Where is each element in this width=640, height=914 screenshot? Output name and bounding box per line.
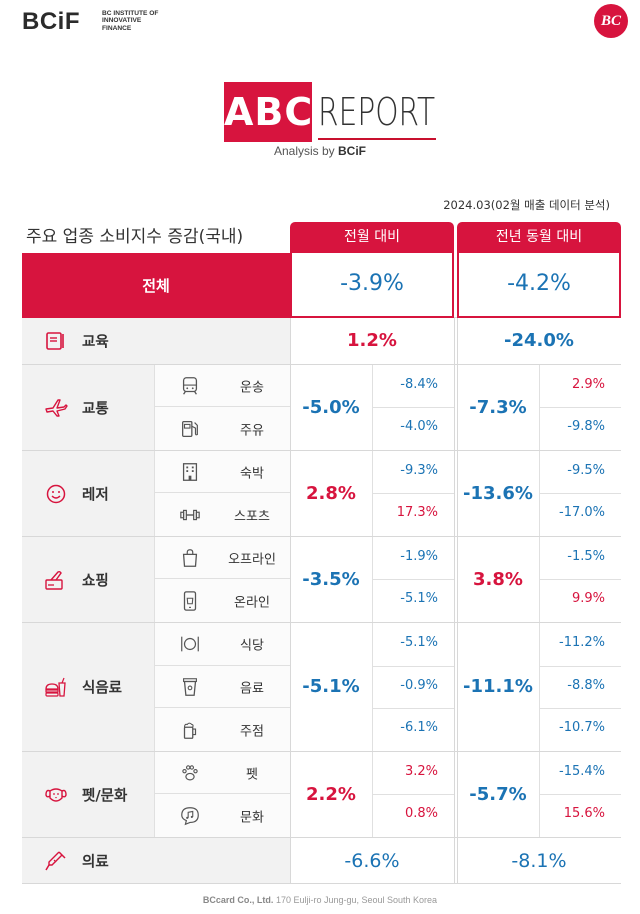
leisure-mom-value: 2.8% — [306, 483, 356, 504]
category-label-leisure: 레저 — [82, 487, 109, 503]
table-row-education: 교육 1.2% -24.0% — [22, 318, 621, 365]
food-mom-value: -5.1% — [302, 676, 360, 697]
smile-icon — [46, 484, 66, 503]
report-title: ABC REPORT Analysis by BCiF — [0, 80, 640, 170]
subcategory-row: 펫 — [155, 752, 291, 794]
subcategory-row: 스포츠 — [155, 493, 291, 536]
abc-logo-box: ABC — [224, 82, 312, 142]
table-row-total: 전체 -3.9% -4.2% — [22, 253, 621, 318]
pet-yoy-value: -5.7% — [469, 784, 527, 805]
subcategory-row: 식당 — [155, 623, 291, 666]
table-row-medical: 의료 -6.6% -8.1% — [22, 838, 621, 884]
syringe-icon — [45, 850, 66, 870]
category-label-medical: 의료 — [82, 854, 109, 870]
shopping-card-icon — [45, 570, 63, 590]
subcategory-row: 숙박 — [155, 451, 291, 493]
shopping-bag-icon — [182, 548, 198, 567]
table-row-food: 식음료 식당 음료 주점 -5.1% -5.1% -0.9% -6.1% -11… — [22, 623, 621, 752]
dog-icon — [45, 787, 67, 802]
total-mom-cell — [290, 253, 454, 318]
subcategory-row: 온라인 — [155, 579, 291, 622]
column-header-mom: 전월 대비 — [290, 222, 454, 253]
total-yoy-value: -4.2% — [507, 271, 571, 296]
category-label-pet-culture: 펫/문화 — [82, 788, 128, 804]
leisure-yoy-value: -13.6% — [463, 483, 533, 504]
subcategory-row: 음료 — [155, 666, 291, 708]
table-row-leisure: 레저 숙박 스포츠 2.8% -9.3% 17.3% -13.6% -9.5% … — [22, 451, 621, 537]
shopping-mom-value: -3.5% — [302, 569, 360, 590]
airplane-icon — [45, 398, 68, 417]
paw-icon — [182, 764, 198, 780]
hotel-icon — [182, 462, 198, 481]
gas-pump-icon — [182, 420, 198, 437]
table-row-transport: 교통 운송 주유 -5.0% -8.4% -4.0% -7.3% 2.9% -9… — [22, 365, 621, 451]
medical-yoy-value: -8.1% — [511, 850, 567, 872]
column-header-yoy: 전년 동월 대비 — [457, 222, 621, 253]
subcategory-row: 운송 — [155, 365, 291, 407]
burger-drink-icon — [45, 677, 66, 697]
table-row-pet-culture: 펫/문화 펫 문화 2.2% 3.2% 0.8% -5.7% -15.4% 15… — [22, 752, 621, 838]
shopping-yoy-value: 3.8% — [473, 569, 523, 590]
title-underline — [318, 138, 436, 140]
page-header: BCiF BC INSTITUTE OF INNOVATIVE FINANCE … — [0, 0, 640, 60]
train-icon — [182, 376, 198, 395]
bc-card-badge: BC — [594, 4, 628, 38]
total-yoy-cell — [457, 253, 621, 318]
category-label-education: 교육 — [82, 334, 109, 351]
medical-mom-value: -6.6% — [344, 850, 400, 872]
category-label-transport: 교통 — [82, 401, 109, 417]
bcif-logo-subtitle: BC INSTITUTE OF INNOVATIVE FINANCE — [102, 10, 159, 32]
coffee-cup-icon — [183, 677, 197, 696]
date-note: 2024.03(02월 매출 데이터 분석) — [443, 198, 610, 212]
table-row-shopping: 쇼핑 오프라인 온라인 -3.5% -1.9% -5.1% 3.8% -1.5%… — [22, 537, 621, 623]
dumbbell-icon — [180, 509, 200, 520]
transport-mom-value: -5.0% — [302, 397, 360, 418]
subcategory-row: 오프라인 — [155, 537, 291, 579]
report-word: REPORT — [318, 90, 436, 134]
total-label-cell: 전체 — [22, 253, 290, 318]
dining-icon — [181, 636, 199, 652]
music-chat-icon — [181, 806, 199, 825]
mobile-shopping-icon — [183, 590, 197, 611]
subcategory-row: 문화 — [155, 794, 291, 837]
education-yoy-value: -24.0% — [504, 330, 574, 351]
analysis-by: Analysis by BCiF — [273, 144, 367, 158]
total-mom-value: -3.9% — [340, 271, 404, 296]
table-title: 주요 업종 소비지수 증감(국내) — [26, 227, 244, 247]
transport-yoy-value: -7.3% — [469, 397, 527, 418]
food-yoy-value: -11.1% — [463, 676, 533, 697]
book-icon — [46, 332, 64, 350]
category-label-food: 식음료 — [82, 680, 123, 697]
page-footer: BCcard Co., Ltd. 170 Eulji-ro Jung-gu, S… — [202, 895, 438, 905]
beer-icon — [183, 722, 197, 739]
subcategory-row: 주유 — [155, 407, 291, 450]
pet-mom-value: 2.2% — [306, 784, 356, 805]
category-label-shopping: 쇼핑 — [82, 573, 109, 589]
bcif-logo: BCiF — [22, 8, 80, 35]
education-mom-value: 1.2% — [347, 330, 397, 351]
subcategory-row: 주점 — [155, 708, 291, 751]
